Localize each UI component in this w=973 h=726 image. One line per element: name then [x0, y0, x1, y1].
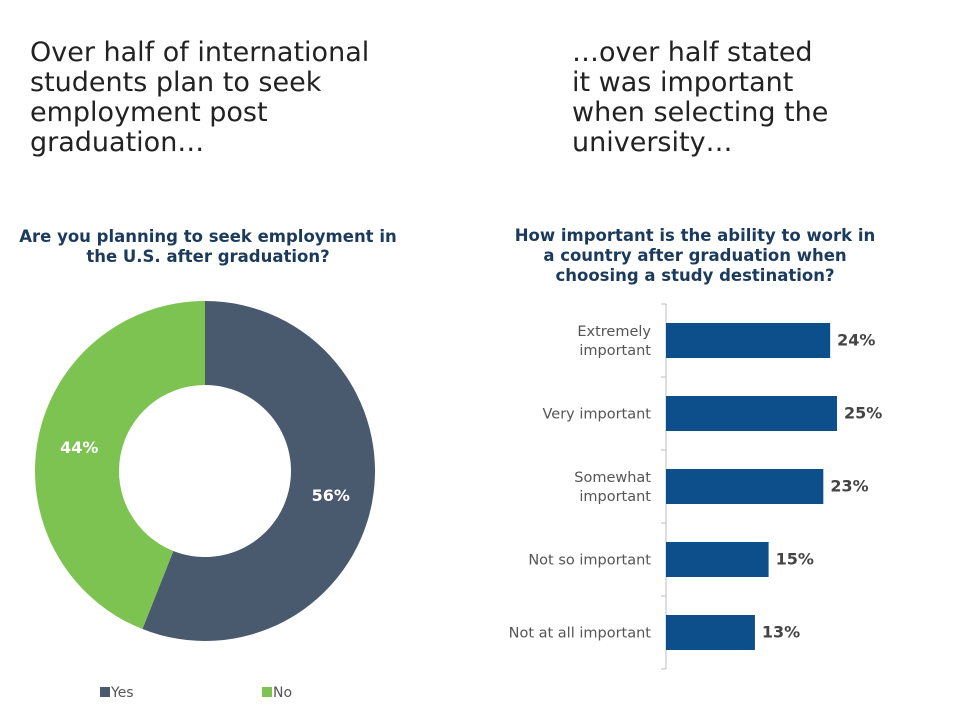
bar-1	[666, 396, 837, 431]
bar-category-label-1: Very important	[542, 407, 651, 423]
bar-category-label-3: Not so important	[528, 553, 651, 569]
bar-category-label-2: Somewhat important	[574, 470, 651, 505]
bar-chart-title: How important is the ability to work in …	[514, 226, 876, 285]
bar-4	[666, 615, 755, 650]
legend-swatch-yes	[100, 687, 110, 697]
headline-left: Over half of international students plan…	[30, 37, 370, 158]
bar-category-label-0: Extremely important	[577, 324, 651, 359]
headline-right: …over half stated it was important when …	[572, 37, 829, 158]
bar-0	[666, 323, 831, 358]
bar-value-label-1: 25%	[844, 404, 882, 423]
bar-3	[666, 542, 769, 577]
bar-category-label-4: Not at all important	[509, 626, 652, 642]
bar-value-label-2: 23%	[830, 477, 868, 496]
donut-chart-title: Are you planning to seek employment in t…	[19, 227, 397, 266]
bar-2	[666, 469, 824, 504]
donut-slice-label-yes: 56%	[312, 486, 350, 505]
bar-value-label-4: 13%	[762, 623, 800, 642]
bar-value-label-0: 24%	[837, 331, 875, 350]
donut-slice-label-no: 44%	[60, 438, 98, 457]
legend-label-no: No	[273, 685, 292, 701]
donut-slice-yes	[142, 301, 375, 641]
bar-value-label-3: 15%	[776, 550, 814, 569]
legend-swatch-no	[262, 687, 272, 697]
legend-label-yes: Yes	[110, 685, 134, 701]
donut-slice-no	[34, 301, 206, 630]
